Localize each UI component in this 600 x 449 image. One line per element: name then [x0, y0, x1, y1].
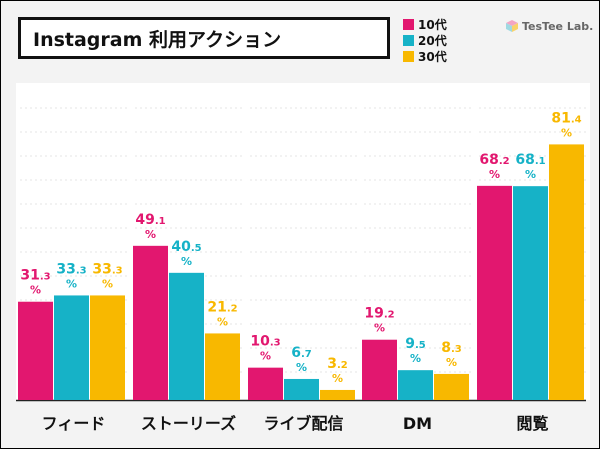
data-label-0-2: 33.3 — [92, 261, 122, 277]
data-label-2-0: 10.3 — [250, 334, 280, 350]
panel-bg-2 — [246, 83, 361, 400]
bar-2-2 — [320, 389, 355, 400]
bar-1-0 — [133, 245, 168, 400]
data-unit-3-0: % — [374, 322, 385, 335]
data-unit-1-1: % — [181, 255, 192, 268]
cube-logo-icon — [506, 20, 518, 32]
data-unit-3-1: % — [410, 352, 421, 365]
data-unit-1-2: % — [217, 315, 228, 328]
bar-1-2 — [205, 333, 240, 400]
legend-swatch-10s — [403, 18, 414, 30]
legend-item-30s: 30代 — [403, 48, 447, 64]
bar-0-0 — [18, 301, 53, 400]
bar-4-1 — [513, 186, 548, 400]
bar-3-1 — [398, 370, 433, 400]
data-label-1-2: 21.2 — [207, 299, 237, 315]
data-label-4-1: 68.1 — [515, 152, 545, 168]
data-unit-4-1: % — [525, 168, 536, 181]
data-unit-3-2: % — [446, 356, 457, 369]
data-label-4-2: 81.4 — [551, 110, 581, 126]
data-unit-4-0: % — [489, 168, 500, 181]
data-label-3-0: 19.2 — [364, 306, 394, 322]
data-label-2-2: 3.2 — [327, 356, 348, 372]
legend-label-10s: 10代 — [418, 17, 447, 32]
bar-4-2 — [549, 144, 584, 400]
bar-3-2 — [434, 373, 469, 400]
bar-4-0 — [477, 185, 512, 400]
bar-0-2 — [90, 295, 125, 400]
category-label-0: フィード — [42, 414, 106, 433]
category-label-4: 閲覧 — [516, 414, 548, 433]
data-label-1-0: 49.1 — [135, 212, 165, 228]
bar-3-0 — [362, 339, 397, 400]
data-label-0-1: 33.3 — [56, 261, 86, 277]
legend-swatch-20s — [403, 34, 414, 46]
data-label-3-1: 9.5 — [405, 336, 426, 352]
brand-logo: TesTee Lab. — [505, 19, 593, 33]
brand-name: TesTee Lab. — [522, 19, 594, 33]
legend-label-30s: 30代 — [418, 49, 447, 64]
legend-label-20s: 20代 — [418, 33, 447, 48]
data-label-3-2: 8.3 — [441, 340, 462, 356]
data-unit-1-0: % — [145, 228, 156, 241]
legend: 10代 20代 30代 — [403, 16, 447, 64]
legend-swatch-30s — [403, 50, 414, 62]
category-label-3: DM — [403, 414, 432, 433]
data-label-1-1: 40.5 — [171, 239, 201, 255]
chart-title-text: Instagram 利用アクション — [33, 28, 282, 51]
bar-1-1 — [169, 272, 204, 400]
data-label-2-1: 6.7 — [291, 345, 312, 361]
data-unit-2-1: % — [296, 361, 307, 374]
data-unit-4-2: % — [561, 126, 572, 139]
bar-2-0 — [248, 367, 283, 400]
bar-0-1 — [54, 295, 89, 400]
chart-title: Instagram 利用アクション — [18, 17, 390, 59]
category-label-1: ストーリーズ — [141, 414, 236, 433]
legend-item-10s: 10代 — [403, 16, 447, 32]
data-unit-0-0: % — [30, 284, 41, 297]
data-unit-2-0: % — [260, 350, 271, 363]
legend-item-20s: 20代 — [403, 32, 447, 48]
data-label-4-0: 68.2 — [479, 152, 509, 168]
data-unit-0-1: % — [66, 277, 77, 290]
category-label-2: ライブ配信 — [263, 414, 343, 433]
data-unit-2-2: % — [332, 372, 343, 385]
data-unit-0-2: % — [102, 277, 113, 290]
data-label-0-0: 31.3 — [20, 268, 50, 284]
bar-2-1 — [284, 378, 319, 400]
